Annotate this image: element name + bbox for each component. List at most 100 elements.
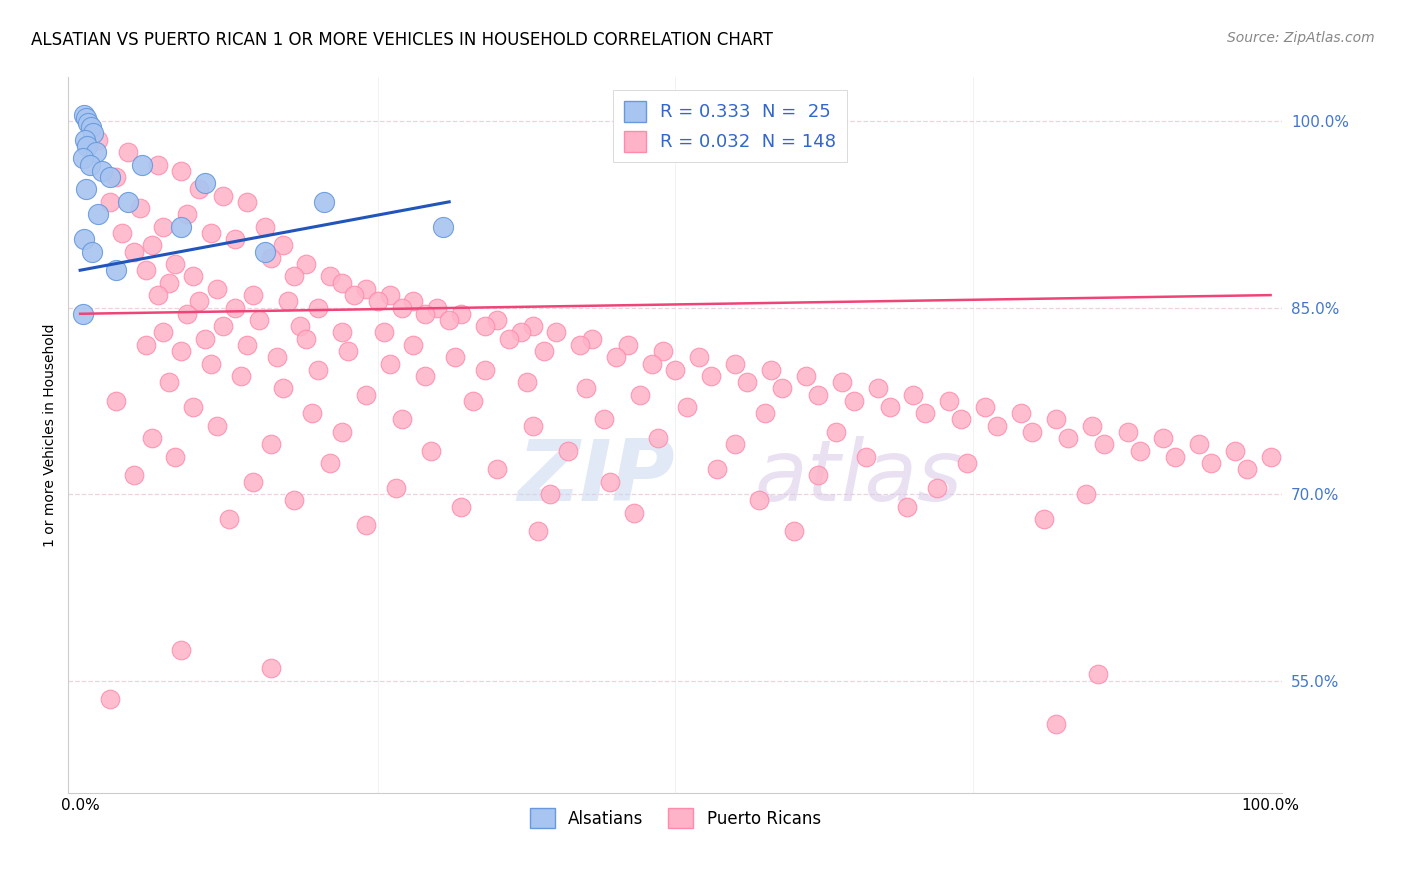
- Point: [194, 176, 217, 190]
- Point: [950, 412, 973, 426]
- Point: [593, 412, 616, 426]
- Point: [759, 363, 782, 377]
- Point: [98, 194, 121, 209]
- Point: [516, 375, 538, 389]
- Point: [90, 163, 112, 178]
- Point: [170, 642, 193, 657]
- Text: Source: ZipAtlas.com: Source: ZipAtlas.com: [1227, 31, 1375, 45]
- Point: [391, 301, 413, 315]
- Point: [509, 326, 531, 340]
- Point: [735, 375, 758, 389]
- Point: [319, 269, 342, 284]
- Point: [772, 381, 794, 395]
- Point: [354, 518, 377, 533]
- Point: [141, 431, 163, 445]
- Point: [73, 232, 96, 246]
- Point: [1188, 437, 1211, 451]
- Point: [628, 387, 651, 401]
- Point: [855, 450, 877, 464]
- Point: [80, 120, 103, 135]
- Point: [903, 387, 925, 401]
- Point: [271, 381, 294, 395]
- Point: [825, 425, 848, 439]
- Point: [914, 406, 936, 420]
- Point: [87, 207, 110, 221]
- Point: [229, 368, 252, 383]
- Point: [896, 500, 918, 514]
- Point: [831, 375, 853, 389]
- Text: atlas: atlas: [754, 436, 962, 519]
- Point: [141, 238, 163, 252]
- Point: [474, 363, 496, 377]
- Point: [354, 282, 377, 296]
- Point: [314, 194, 336, 209]
- Point: [1236, 462, 1258, 476]
- Point: [253, 219, 276, 234]
- Point: [1260, 450, 1282, 464]
- Point: [652, 344, 675, 359]
- Point: [605, 351, 627, 365]
- Point: [73, 108, 96, 122]
- Point: [242, 288, 264, 302]
- Point: [569, 338, 592, 352]
- Point: [181, 269, 204, 284]
- Point: [527, 524, 550, 539]
- Point: [1081, 418, 1104, 433]
- Point: [73, 133, 96, 147]
- Point: [575, 381, 598, 395]
- Point: [450, 500, 472, 514]
- Point: [426, 301, 449, 315]
- Y-axis label: 1 or more Vehicles in Household: 1 or more Vehicles in Household: [44, 323, 58, 547]
- Point: [533, 344, 555, 359]
- Point: [146, 288, 169, 302]
- Point: [783, 524, 806, 539]
- Point: [724, 437, 747, 451]
- Point: [283, 493, 305, 508]
- Point: [307, 301, 329, 315]
- Point: [1087, 667, 1109, 681]
- Point: [688, 351, 710, 365]
- Point: [277, 294, 299, 309]
- Point: [1033, 512, 1056, 526]
- Point: [1045, 412, 1067, 426]
- Point: [498, 332, 520, 346]
- Point: [1129, 443, 1152, 458]
- Point: [236, 194, 259, 209]
- Point: [402, 294, 425, 309]
- Point: [72, 307, 94, 321]
- Point: [1045, 717, 1067, 731]
- Point: [266, 351, 288, 365]
- Point: [128, 201, 150, 215]
- Point: [253, 244, 276, 259]
- Point: [522, 418, 544, 433]
- Point: [259, 661, 281, 675]
- Point: [104, 263, 127, 277]
- Point: [1164, 450, 1187, 464]
- Point: [176, 207, 198, 221]
- Point: [956, 456, 979, 470]
- Point: [117, 194, 139, 209]
- Point: [938, 393, 960, 408]
- Point: [1199, 456, 1222, 470]
- Point: [842, 393, 865, 408]
- Point: [485, 313, 508, 327]
- Point: [557, 443, 579, 458]
- Point: [295, 332, 318, 346]
- Point: [301, 406, 323, 420]
- Point: [724, 357, 747, 371]
- Point: [283, 269, 305, 284]
- Point: [152, 326, 174, 340]
- Point: [236, 338, 259, 352]
- Point: [75, 112, 97, 126]
- Point: [794, 368, 817, 383]
- Point: [271, 238, 294, 252]
- Point: [437, 313, 460, 327]
- Point: [647, 431, 669, 445]
- Point: [176, 307, 198, 321]
- Point: [485, 462, 508, 476]
- Point: [676, 400, 699, 414]
- Point: [866, 381, 889, 395]
- Point: [599, 475, 621, 489]
- Point: [444, 351, 467, 365]
- Point: [117, 145, 139, 159]
